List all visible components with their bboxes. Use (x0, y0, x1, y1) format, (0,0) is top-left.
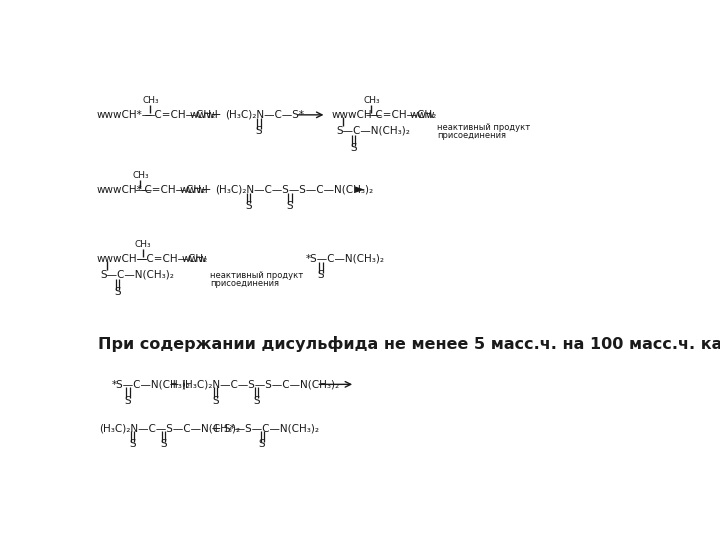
Text: —C=CH—CH₂: —C=CH—CH₂ (134, 185, 205, 194)
Text: (H₃C)₂N—C—S*: (H₃C)₂N—C—S* (225, 110, 305, 120)
Text: (H₃C)₂N—C—S—S—C—N(CH₃)₂: (H₃C)₂N—C—S—S—C—N(CH₃)₂ (181, 379, 340, 389)
Text: www: www (189, 110, 215, 120)
Text: S*—S—C—N(CH₃)₂: S*—S—C—N(CH₃)₂ (223, 423, 319, 433)
Text: S—C—N(CH₃)₂: S—C—N(CH₃)₂ (336, 125, 410, 135)
Text: *S—C—N(CH₃)₂: *S—C—N(CH₃)₂ (305, 254, 384, 264)
Text: www: www (179, 185, 204, 194)
Text: +: + (210, 422, 221, 435)
Text: (H₃C)₂N—C—S—C—N(CH₃)₂: (H₃C)₂N—C—S—C—N(CH₃)₂ (99, 423, 240, 433)
Text: присоединения: присоединения (437, 131, 506, 140)
Text: S: S (287, 201, 293, 211)
Text: wwwCH—: wwwCH— (96, 254, 147, 264)
Text: CH₃: CH₃ (135, 240, 151, 249)
Text: S: S (253, 395, 260, 406)
Text: CH₃: CH₃ (363, 97, 379, 105)
Text: +: + (210, 109, 221, 122)
Text: неактивный продукт: неактивный продукт (437, 124, 531, 132)
Text: CH₃: CH₃ (132, 171, 149, 180)
Text: CH₃: CH₃ (142, 97, 159, 105)
Text: S: S (256, 126, 262, 136)
Text: wwwCH—: wwwCH— (332, 110, 383, 120)
Text: неактивный продукт: неактивный продукт (210, 271, 303, 280)
Text: S: S (318, 270, 324, 280)
Text: +: + (201, 183, 212, 196)
Text: S: S (246, 201, 252, 211)
Text: S: S (125, 395, 131, 406)
Text: —C=CH—CH₂: —C=CH—CH₂ (137, 254, 208, 264)
Text: www: www (181, 254, 207, 264)
Text: присоединения: присоединения (210, 279, 279, 288)
Text: —C=CH—CH₂: —C=CH—CH₂ (144, 110, 215, 120)
Text: *S—C—N(CH₃)₂: *S—C—N(CH₃)₂ (112, 379, 191, 389)
Text: wwwCH*—: wwwCH*— (96, 185, 153, 194)
Text: S—C—N(CH₃)₂: S—C—N(CH₃)₂ (101, 269, 175, 279)
Text: +: + (168, 378, 179, 391)
Text: S: S (114, 287, 121, 297)
Text: wwwCH*—: wwwCH*— (96, 110, 153, 120)
Text: ►: ► (355, 183, 364, 196)
Text: При содержании дисульфида не менее 5 масс.ч. на 100 масс.ч. каучука.: При содержании дисульфида не менее 5 мас… (98, 336, 720, 352)
Text: S: S (350, 143, 357, 153)
Text: www: www (409, 110, 435, 120)
Text: S: S (130, 440, 136, 449)
Text: —C=CH—CH₂: —C=CH—CH₂ (365, 110, 436, 120)
Text: (H₃C)₂N—C—S—S—C—N(CH₃)₂: (H₃C)₂N—C—S—S—C—N(CH₃)₂ (215, 185, 374, 194)
Text: S: S (212, 395, 219, 406)
Text: S: S (258, 440, 266, 449)
Text: S: S (161, 440, 167, 449)
